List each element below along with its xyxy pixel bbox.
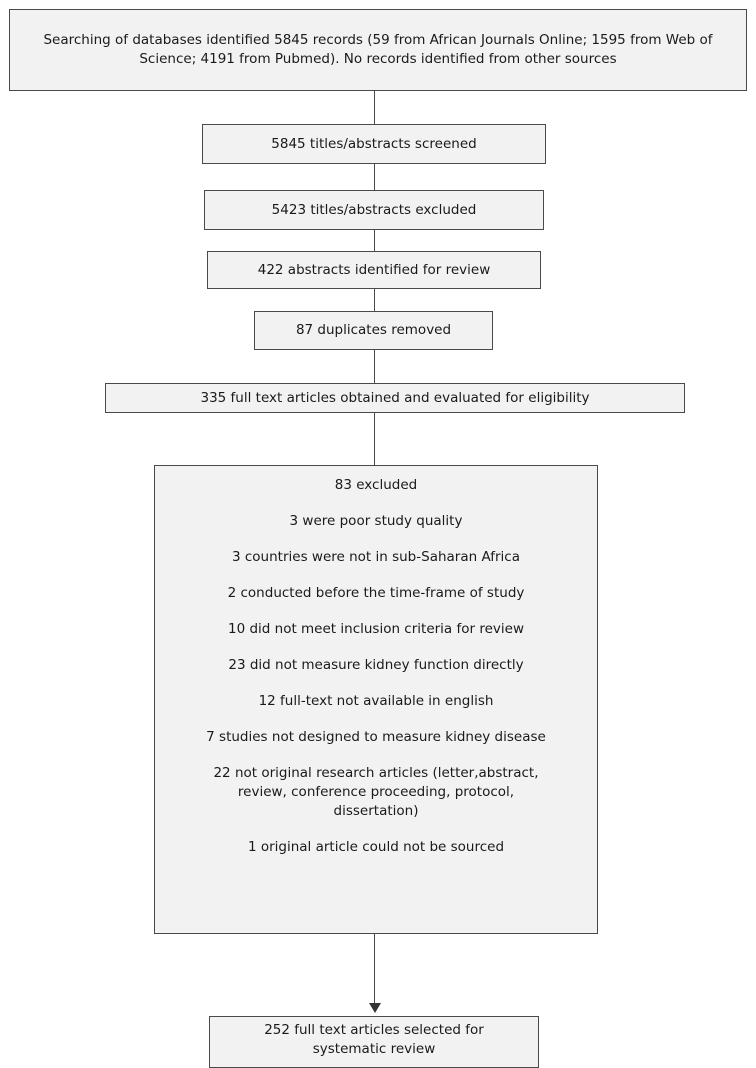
screened-text: 5845 titles/abstracts screened bbox=[271, 135, 477, 152]
connector-line bbox=[374, 91, 375, 124]
exclusion-reason: 12 full-text not available in english bbox=[258, 693, 494, 709]
search-records-box: Searching of databases identified 5845 r… bbox=[9, 9, 747, 91]
exclusion-reason: 3 were poor study quality bbox=[289, 513, 463, 529]
exclusion-reason: 2 conducted before the time-frame of stu… bbox=[227, 585, 525, 601]
fulltext-box: 335 full text articles obtained and eval… bbox=[105, 383, 685, 413]
screened-box: 5845 titles/abstracts screened bbox=[202, 124, 546, 164]
connector-line bbox=[374, 350, 375, 383]
exclusion-reason: 1 original article could not be sourced bbox=[247, 839, 505, 855]
connector-line bbox=[374, 164, 375, 190]
identified-box: 422 abstracts identified for review bbox=[207, 251, 541, 289]
selected-text: 252 full text articles selected for syst… bbox=[264, 1022, 484, 1057]
exclusion-reason: 10 did not meet inclusion criteria for r… bbox=[227, 621, 524, 637]
connector-line bbox=[374, 413, 375, 465]
arrow-line bbox=[374, 934, 375, 1004]
duplicates-text: 87 duplicates removed bbox=[295, 322, 452, 338]
exclusion-reason: 3 countries were not in sub-Saharan Afri… bbox=[232, 549, 520, 565]
exclusions-title: 83 excluded bbox=[334, 477, 418, 493]
duplicates-box: 87 duplicates removed bbox=[254, 311, 493, 350]
search-records-text: Searching of databases identified 5845 r… bbox=[43, 32, 713, 67]
selected-box: 252 full text articles selected for syst… bbox=[209, 1016, 539, 1068]
fulltext-text: 335 full text articles obtained and eval… bbox=[200, 389, 590, 406]
excluded-titles-text: 5423 titles/abstracts excluded bbox=[271, 201, 477, 218]
arrow-down-icon bbox=[369, 1003, 381, 1013]
exclusion-reason: 22 not original research articles (lette… bbox=[213, 765, 539, 819]
identified-text: 422 abstracts identified for review bbox=[257, 261, 491, 278]
exclusion-reason: 7 studies not designed to measure kidney… bbox=[206, 729, 546, 745]
connector-line bbox=[374, 230, 375, 251]
exclusions-box: 83 excluded 3 were poor study quality 3 … bbox=[154, 465, 598, 934]
exclusion-reason: 23 did not measure kidney function direc… bbox=[228, 657, 524, 673]
excluded-titles-box: 5423 titles/abstracts excluded bbox=[204, 190, 544, 230]
connector-line bbox=[374, 289, 375, 311]
